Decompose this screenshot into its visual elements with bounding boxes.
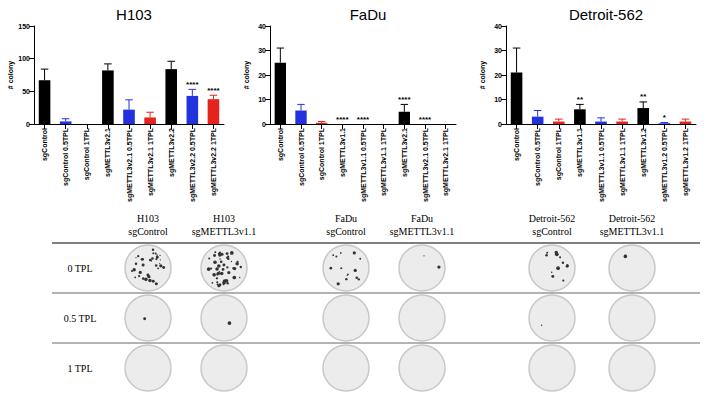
svg-text:sgControl 1TPL: sgControl 1TPL [83,127,91,180]
svg-text:sgMETTL3v1.2 0.5TPL: sgMETTL3v1.2 0.5TPL [661,127,669,202]
svg-text:0.5 TPL: 0.5 TPL [64,313,97,324]
svg-text:sgMETTL3v2.2: sgMETTL3v2.2 [168,128,176,177]
svg-text:FaDu: FaDu [335,213,357,224]
svg-text:****: **** [186,80,199,89]
svg-text:sgControl: sgControl [326,226,366,237]
svg-text:sgMETTL3v2.2 1TPL: sgMETTL3v2.2 1TPL [210,127,218,196]
svg-text:sgControl: sgControl [277,128,285,161]
svg-text:20: 20 [494,72,502,79]
svg-text:FaDu: FaDu [411,213,433,224]
svg-text:sgControl: sgControl [532,226,572,237]
svg-text:****: **** [419,115,432,124]
svg-text:sgMETTL3v1.1: sgMETTL3v1.1 [339,128,347,177]
svg-text:40: 40 [258,23,266,30]
svg-text:sgControl 1TPL: sgControl 1TPL [555,127,563,180]
svg-text:sgMETTL3v1.1: sgMETTL3v1.1 [600,226,665,237]
svg-text:sgMETTL3v1.1 1TPL: sgMETTL3v1.1 1TPL [380,127,388,196]
svg-text:# colony: # colony [7,61,15,90]
svg-text:sgControl: sgControl [128,226,168,237]
svg-text:sgMETTL3v2.1 1TPL: sgMETTL3v2.1 1TPL [442,127,450,196]
svg-text:****: **** [336,115,349,124]
svg-text:sgMETTL3v2.1: sgMETTL3v2.1 [104,128,112,177]
svg-text:sgMETTL3v2.1: sgMETTL3v2.1 [401,128,409,177]
svg-text:sgMETTL3v1.1 0.5TPL: sgMETTL3v1.1 0.5TPL [360,127,368,202]
svg-text:sgMETTL3v2.1 1TPL: sgMETTL3v2.1 1TPL [147,127,155,196]
svg-text:sgMETTL3v1.1 1TPL: sgMETTL3v1.1 1TPL [619,127,627,196]
svg-text:0 TPL: 0 TPL [67,263,92,274]
svg-text:50: 50 [22,88,30,95]
svg-text:150: 150 [18,23,30,30]
svg-text:40: 40 [494,23,502,30]
svg-text:Detroit-562: Detroit-562 [569,6,643,23]
svg-text:H103: H103 [116,6,152,23]
svg-text:sgMETTL3v2.2 0.5TPL: sgMETTL3v2.2 0.5TPL [189,127,197,202]
svg-text:sgMETTL3v1.1: sgMETTL3v1.1 [576,128,584,177]
svg-text:1 TPL: 1 TPL [67,363,92,374]
svg-text:sgMETTL3v1.2 1TPL: sgMETTL3v1.2 1TPL [682,127,690,196]
svg-text:sgControl 0.5TPL: sgControl 0.5TPL [534,127,542,186]
svg-text:sgMETTL3v1.1: sgMETTL3v1.1 [192,226,257,237]
svg-text:FaDu: FaDu [350,6,387,23]
svg-text:Detroit-562: Detroit-562 [529,213,576,224]
svg-text:100: 100 [18,55,30,62]
svg-text:H103: H103 [137,213,159,224]
svg-text:0: 0 [498,121,502,128]
svg-text:sgMETTL3v1.1: sgMETTL3v1.1 [390,226,455,237]
svg-text:sgControl: sgControl [41,128,49,161]
svg-text:H103: H103 [213,213,235,224]
svg-text:Detroit-562: Detroit-562 [609,213,656,224]
svg-text:10: 10 [258,96,266,103]
svg-text:sgControl 0.5TPL: sgControl 0.5TPL [62,127,70,186]
svg-text:# colony: # colony [479,61,487,90]
svg-text:sgMETTL3v2.1 0.5TPL: sgMETTL3v2.1 0.5TPL [422,127,430,202]
svg-text:****: **** [398,95,411,104]
svg-text:*: * [663,113,667,122]
svg-text:20: 20 [258,72,266,79]
svg-text:sgMETTL3v1.1 0.5TPL: sgMETTL3v1.1 0.5TPL [598,127,606,202]
svg-text:0: 0 [26,121,30,128]
svg-text:**: ** [577,95,584,104]
svg-text:# colony: # colony [243,61,251,90]
svg-text:**: ** [640,92,647,101]
svg-text:sgControl 0.5TPL: sgControl 0.5TPL [298,127,306,186]
svg-text:****: **** [207,86,220,95]
svg-text:****: **** [357,115,370,124]
svg-text:sgMETTL3v1.2: sgMETTL3v1.2 [640,128,648,177]
svg-text:10: 10 [494,96,502,103]
svg-text:sgControl 1TPL: sgControl 1TPL [318,127,326,180]
svg-text:0: 0 [262,121,266,128]
svg-text:30: 30 [494,47,502,54]
svg-text:30: 30 [258,47,266,54]
svg-text:sgMETTL3v2.1 0.5TPL: sgMETTL3v2.1 0.5TPL [126,127,134,202]
svg-text:sgControl: sgControl [513,128,521,161]
